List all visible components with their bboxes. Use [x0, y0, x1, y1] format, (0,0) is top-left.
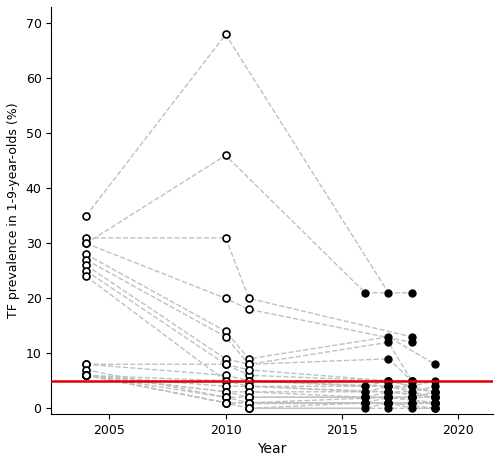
Y-axis label: TF prevalence in 1-9-year-olds (%): TF prevalence in 1-9-year-olds (%) — [7, 102, 20, 318]
X-axis label: Year: Year — [258, 442, 287, 456]
